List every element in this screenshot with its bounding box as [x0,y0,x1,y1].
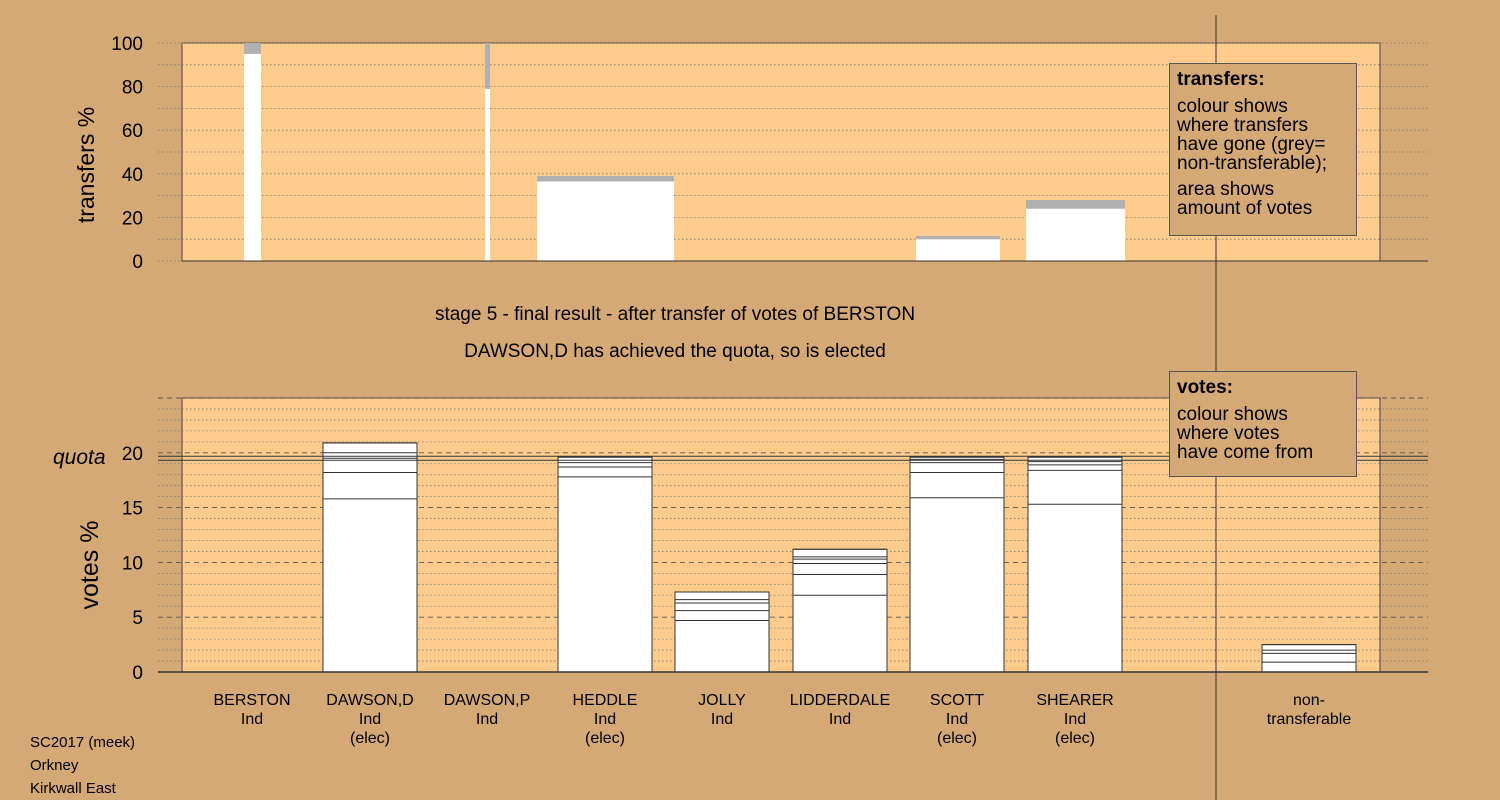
transfer-bar [916,239,1000,261]
candidate-name: HEDDLE [572,692,638,709]
votes-legend-line: colour shows [1177,404,1288,425]
candidate-label: BERSTON Ind [187,691,317,729]
transfers-tick-label: 60 [122,121,143,142]
votes-legend-line: where votes [1177,423,1280,444]
transfers-legend-line: non-transferable); [1177,153,1327,174]
footer-council: Orkney [30,757,79,774]
transfers-legend-title: transfers: [1177,69,1265,90]
votes-tick-label: 20 [122,444,143,465]
votes-tick-label: 10 [122,553,143,574]
candidate-label: DAWSON,P Ind [422,691,552,729]
quota-label: quota [53,446,106,469]
candidate-status: (elec) [1054,730,1095,747]
transfer-bar [1026,208,1125,261]
vote-bar [792,548,888,673]
transfers-legend-line: area shows [1177,179,1275,200]
transfers-legend: transfers: colour shows where transfers … [1169,63,1357,236]
stage-subtitle: DAWSON,D has achieved the quota, so is e… [464,341,886,362]
candidate-name: SCOTT [929,692,985,709]
transfer-nontransferable-segment [537,175,674,182]
candidate-status: (elec) [349,730,390,747]
candidate-name: DAWSON,D [326,692,414,709]
footer-election: SC2017 (meek) [30,734,136,751]
candidate-party: Ind [710,711,734,728]
vote-bar [909,456,1005,673]
transfers-tick-label: 40 [122,165,143,186]
candidate-label: SHEARER Ind (elec) [1010,691,1140,748]
candidate-party: Ind [475,711,499,728]
candidate-name: JOLLY [698,692,746,709]
vote-bar [674,591,770,673]
transfer-nontransferable-segment [1026,199,1125,209]
transfers-axis-label: transfers % [73,107,99,223]
candidate-status: (elec) [584,730,625,747]
candidate-name: transferable [1266,711,1352,728]
transfers-legend-line: colour shows [1177,96,1288,117]
vote-bar [1261,644,1357,673]
footer-ward: Kirkwall East [30,780,116,797]
candidate-label: JOLLY Ind [657,691,787,729]
candidate-name: non- [1292,692,1326,709]
transfers-legend-line: where transfers [1177,115,1308,136]
votes-legend: votes: colour shows where votes have com… [1169,371,1357,477]
vote-bar [1027,456,1123,673]
transfer-nontransferable-segment [244,43,261,54]
candidate-label: SCOTT Ind (elec) [892,691,1022,748]
votes-tick-label: 0 [132,663,143,684]
vote-bar [557,456,653,673]
candidate-party: Ind [240,711,264,728]
transfers-legend-line: amount of votes [1177,198,1313,219]
candidate-party: Ind [828,711,852,728]
candidate-label: LIDDERDALE Ind [775,691,905,729]
candidate-status: (elec) [936,730,977,747]
vote-bar [322,442,418,673]
transfer-bar [537,181,674,261]
votes-tick-label: 15 [122,499,143,520]
candidate-label: DAWSON,D Ind (elec) [305,691,435,748]
candidate-party: Ind [945,711,969,728]
transfers-tick-label: 100 [111,34,143,55]
candidate-name: DAWSON,P [443,692,531,709]
transfer-bar [485,88,490,261]
candidate-party: Ind [593,711,617,728]
candidate-label: HEDDLE Ind (elec) [540,691,670,748]
candidate-party: Ind [1063,711,1087,728]
transfers-tick-label: 0 [132,252,143,273]
transfers-legend-line: have gone (grey= [1177,134,1326,155]
transfer-nontransferable-segment [485,43,490,89]
transfers-tick-label: 80 [122,78,143,99]
candidate-name: BERSTON [213,692,291,709]
footer: SC2017 (meek) Orkney Kirkwall East [30,731,135,800]
transfers-tick-label: 20 [122,208,143,229]
votes-axis-label: votes % [76,521,104,610]
candidate-label: non-transferable [1244,691,1374,729]
candidate-party: Ind [358,711,382,728]
stage-title: stage 5 - final result - after transfer … [434,304,916,325]
votes-legend-title: votes: [1177,377,1233,398]
votes-tick-label: 5 [132,608,143,629]
votes-legend-line: have come from [1177,442,1314,463]
candidate-name: SHEARER [1036,692,1114,709]
transfer-bar [244,53,261,262]
transfer-nontransferable-segment [916,235,1000,240]
candidate-name: LIDDERDALE [789,692,891,709]
